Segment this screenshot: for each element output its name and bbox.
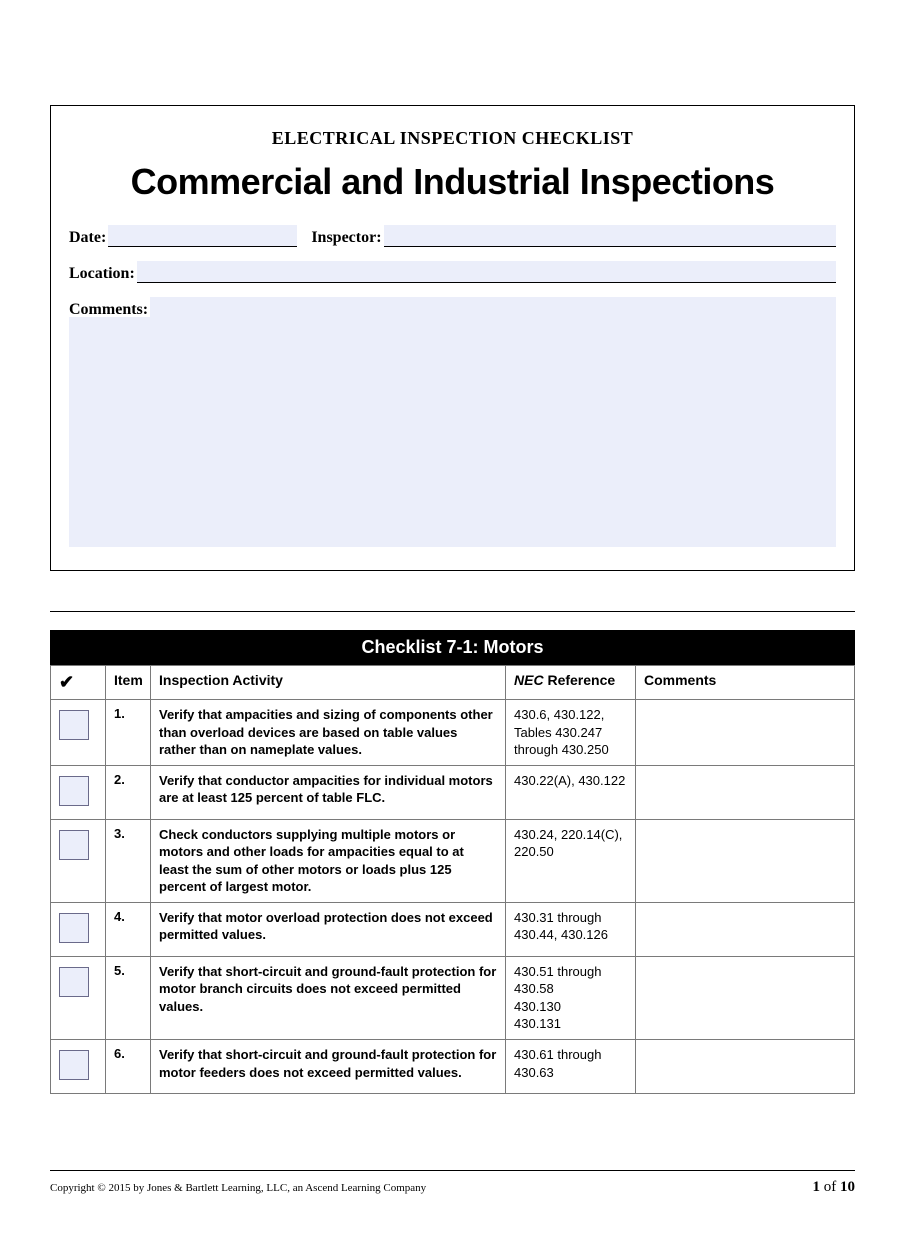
checklist-title: Checklist 7-1: Motors [50, 630, 855, 665]
table-row: 3. Check conductors supplying multiple mo… [51, 819, 855, 902]
page-number: 1 of 10 [813, 1179, 856, 1196]
date-input[interactable] [108, 225, 297, 247]
cell-check [51, 902, 106, 956]
copyright-text: Copyright © 2015 by Jones & Bartlett Lea… [50, 1182, 426, 1194]
checklist-table: ✔ Item Inspection Activity NEC Reference… [50, 665, 855, 1094]
cell-nec: 430.61 through 430.63 [506, 1040, 636, 1094]
inspector-label: Inspector: [311, 229, 383, 247]
location-label: Location: [69, 265, 137, 283]
item-number: 6. [114, 1046, 125, 1061]
col-header-item: Item [106, 666, 151, 700]
checkbox[interactable] [59, 913, 89, 943]
nec-reference: 430.22(A), 430.122 [514, 772, 627, 790]
activity-text: Verify that ampacities and sizing of com… [159, 706, 497, 759]
cell-comments[interactable] [636, 819, 855, 902]
checkbox[interactable] [59, 1050, 89, 1080]
item-number: 2. [114, 772, 125, 787]
table-header-row: ✔ Item Inspection Activity NEC Reference… [51, 666, 855, 700]
item-number: 4. [114, 909, 125, 924]
cell-activity: Verify that ampacities and sizing of com… [151, 700, 506, 766]
comments-line-input[interactable] [150, 297, 836, 319]
cell-nec: 430.22(A), 430.122 [506, 765, 636, 819]
item-number: 5. [114, 963, 125, 978]
cell-item: 2. [106, 765, 151, 819]
cell-nec: 430.51 through 430.58 430.130 430.131 [506, 956, 636, 1039]
cell-activity: Verify that motor overload protection do… [151, 902, 506, 956]
nec-reference: 430.51 through 430.58 430.130 430.131 [514, 963, 627, 1033]
cell-comments[interactable] [636, 956, 855, 1039]
item-number: 3. [114, 826, 125, 841]
row-location: Location: [69, 261, 836, 283]
nec-reference: 430.61 through 430.63 [514, 1046, 627, 1081]
checkbox[interactable] [59, 710, 89, 740]
cell-item: 1. [106, 700, 151, 766]
item-number: 1. [114, 706, 125, 721]
col-header-activity: Inspection Activity [151, 666, 506, 700]
cell-activity: Verify that conductor ampacities for ind… [151, 765, 506, 819]
table-row: 6. Verify that short-circuit and ground-f… [51, 1040, 855, 1094]
checkbox[interactable] [59, 967, 89, 997]
page-total: 10 [840, 1179, 855, 1195]
activity-text: Verify that conductor ampacities for ind… [159, 772, 497, 807]
check-icon: ✔ [59, 672, 74, 692]
table-row: 2. Verify that conductor ampacities for i… [51, 765, 855, 819]
col-header-comments: Comments [636, 666, 855, 700]
header-title: Commercial and Industrial Inspections [69, 161, 836, 203]
activity-text: Verify that short-circuit and ground-fau… [159, 1046, 497, 1081]
cell-nec: 430.6, 430.122, Tables 430.247 through 4… [506, 700, 636, 766]
col-header-check: ✔ [51, 666, 106, 700]
activity-text: Verify that short-circuit and ground-fau… [159, 963, 497, 1016]
inspector-input[interactable] [384, 225, 836, 247]
activity-text: Check conductors supplying multiple moto… [159, 826, 497, 896]
table-row: 5. Verify that short-circuit and ground-f… [51, 956, 855, 1039]
cell-comments[interactable] [636, 765, 855, 819]
cell-comments[interactable] [636, 700, 855, 766]
location-input[interactable] [137, 261, 836, 283]
cell-comments[interactable] [636, 1040, 855, 1094]
cell-nec: 430.24, 220.14(C), 220.50 [506, 819, 636, 902]
cell-item: 5. [106, 956, 151, 1039]
cell-check [51, 819, 106, 902]
cell-activity: Check conductors supplying multiple moto… [151, 819, 506, 902]
page-current: 1 [813, 1179, 821, 1195]
header-subtitle: ELECTRICAL INSPECTION CHECKLIST [69, 128, 836, 149]
cell-check [51, 700, 106, 766]
form-box: ELECTRICAL INSPECTION CHECKLIST Commerci… [50, 105, 855, 571]
nec-reference: 430.24, 220.14(C), 220.50 [514, 826, 627, 861]
nec-reference: 430.31 through 430.44, 430.126 [514, 909, 627, 944]
table-row: 1. Verify that ampacities and sizing of c… [51, 700, 855, 766]
page-footer: Copyright © 2015 by Jones & Bartlett Lea… [50, 1170, 855, 1196]
cell-item: 4. [106, 902, 151, 956]
row-comments-label: Comments: [69, 297, 836, 319]
comments-textarea[interactable] [69, 317, 836, 547]
date-label: Date: [69, 229, 108, 247]
section-divider [50, 611, 855, 612]
activity-text: Verify that motor overload protection do… [159, 909, 497, 944]
checkbox[interactable] [59, 830, 89, 860]
cell-item: 6. [106, 1040, 151, 1094]
cell-check [51, 765, 106, 819]
table-row: 4. Verify that motor overload protection … [51, 902, 855, 956]
col-header-nec: NEC Reference [506, 666, 636, 700]
cell-check [51, 956, 106, 1039]
cell-nec: 430.31 through 430.44, 430.126 [506, 902, 636, 956]
cell-comments[interactable] [636, 902, 855, 956]
cell-activity: Verify that short-circuit and ground-fau… [151, 956, 506, 1039]
cell-item: 3. [106, 819, 151, 902]
nec-reference: 430.6, 430.122, Tables 430.247 through 4… [514, 706, 627, 759]
cell-check [51, 1040, 106, 1094]
cell-activity: Verify that short-circuit and ground-fau… [151, 1040, 506, 1094]
checkbox[interactable] [59, 776, 89, 806]
row-date-inspector: Date: Inspector: [69, 225, 836, 247]
